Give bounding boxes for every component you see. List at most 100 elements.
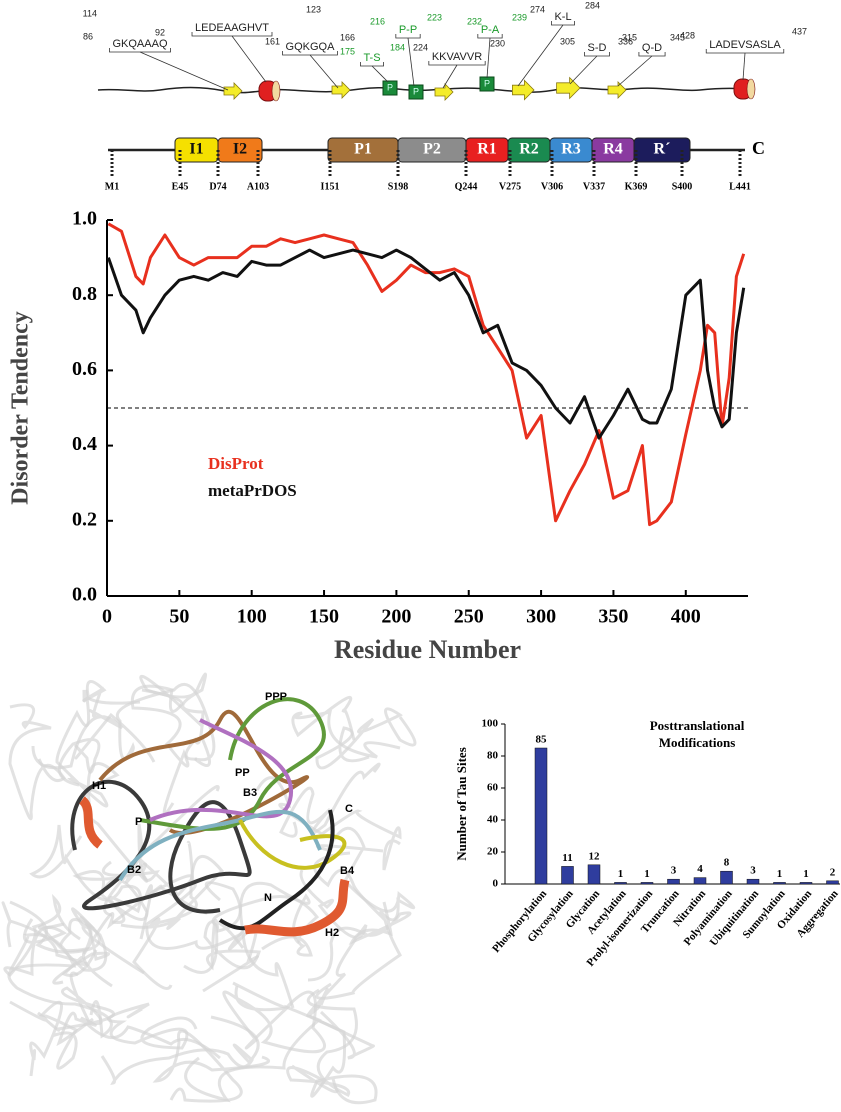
series-line	[106, 248, 746, 440]
motif-sequence: P-P	[399, 24, 417, 36]
residue-label: K369	[625, 181, 648, 192]
x-tick-label: 150	[309, 606, 339, 628]
motif-start: 161	[265, 36, 280, 46]
domain-label: P2	[423, 141, 441, 158]
value-label: 1	[644, 868, 650, 880]
strand-arrow	[434, 83, 454, 101]
motif-pointer	[371, 65, 389, 83]
ensemble-trace	[313, 851, 402, 1000]
residue-label: A103	[247, 181, 269, 192]
phospho-label: P	[387, 82, 393, 92]
motif-end: 230	[490, 38, 505, 48]
ensemble-trace	[299, 869, 368, 1018]
y-tick-label: 0	[493, 878, 499, 890]
structure-trace	[139, 697, 326, 831]
value-label: 12	[589, 850, 601, 862]
domain-label: R1	[477, 141, 497, 158]
ensemble-trace	[3, 893, 81, 978]
motif-sequence: S-D	[588, 42, 607, 54]
y-tick-label: 0.6	[72, 358, 97, 380]
x-tick-label: 400	[671, 606, 701, 628]
value-label: 11	[562, 852, 572, 864]
value-label: 3	[750, 865, 756, 877]
y-tick-label: 0.8	[72, 283, 97, 305]
strand-arrow	[607, 81, 627, 99]
value-label: 1	[777, 868, 783, 880]
x-axis-title: Residue Number	[334, 635, 521, 664]
motif-sequence: LEDEAAGHVT	[195, 22, 269, 34]
ensemble-trace	[100, 1015, 260, 1085]
x-tick-label: 200	[381, 606, 411, 628]
bar	[640, 882, 654, 885]
structure-trace	[149, 718, 294, 822]
chart-title: Modifications	[659, 735, 736, 750]
helix-h2	[244, 878, 350, 937]
structure-label: H2	[325, 927, 339, 939]
bar	[667, 878, 680, 885]
x-tick-label: 300	[526, 606, 556, 628]
motif-pointer	[517, 24, 564, 87]
y-tick-label: 0.0	[72, 584, 97, 606]
y-tick-label: 1.0	[72, 208, 97, 230]
structure-label: P	[135, 816, 142, 828]
domain-label: R3	[561, 141, 581, 158]
phospho-label: P	[413, 86, 419, 96]
motif-start: 175	[340, 46, 355, 56]
structure-label: PP	[235, 767, 250, 779]
motif-end: 123	[306, 4, 321, 14]
motif-end: 284	[585, 0, 600, 10]
ensemble-trace	[291, 695, 401, 759]
ensemble-trace	[29, 824, 142, 914]
value-label: 4	[697, 863, 703, 875]
motif-pointer	[569, 55, 598, 85]
motif-pointer	[139, 51, 229, 91]
motif-pointer	[742, 52, 746, 81]
domain	[633, 137, 691, 163]
residue-label: I151	[321, 181, 340, 192]
y-tick-label: 80	[487, 750, 499, 762]
motif-pointer	[231, 35, 267, 83]
domain-label: I2	[233, 141, 247, 158]
residue-label: V306	[541, 181, 563, 192]
motif-start: 114	[83, 8, 97, 18]
value-label: 2	[830, 866, 836, 878]
motif-end: 223	[427, 12, 442, 22]
motif-start: 305	[560, 36, 575, 46]
y-axis-title: Number of Tau Sites	[454, 747, 469, 861]
strand-arrow	[556, 76, 581, 100]
y-axis-title: Disorder Tendency	[8, 311, 34, 505]
structure-label: H1	[92, 780, 106, 792]
motif-end: 184	[390, 42, 405, 52]
residue-label: V337	[583, 181, 605, 192]
ensemble-trace	[9, 900, 110, 985]
motif-start: 274	[530, 4, 545, 14]
residue-label: L441	[729, 181, 751, 192]
structure-trace	[118, 809, 322, 882]
ensemble-trace	[130, 684, 190, 816]
bar	[587, 864, 601, 885]
structure-label: PPP	[265, 691, 287, 703]
x-tick-label: 0	[102, 606, 112, 628]
structure-label: B3	[243, 787, 257, 799]
strand-arrow	[223, 82, 243, 100]
schematic: P P P GKQAAAQ 86 92 LEDEAAGHVT 114 123 GQKGQA 161 1…	[83, 0, 807, 192]
structure-trace	[218, 809, 335, 931]
x-tick-label: 350	[598, 606, 628, 628]
motif-end: 437	[792, 26, 807, 36]
value-label: 85	[536, 734, 548, 746]
ensemble-trace	[55, 689, 141, 808]
x-tick-label: 100	[237, 606, 267, 628]
ensemble-trace	[7, 933, 113, 1039]
motif-start: 336	[618, 36, 633, 46]
motif-end: 315	[622, 32, 637, 42]
y-tick-label: 40	[487, 814, 499, 826]
legend-entry: metaPrDOS	[208, 481, 297, 500]
y-tick-label: 60	[487, 782, 499, 794]
domain-label: I1	[189, 141, 203, 158]
helix-end	[271, 80, 281, 102]
motif-sequence: KKVAVVR	[432, 51, 482, 63]
motif-pointer	[309, 54, 339, 89]
motif-sequence: GKQAAAQ	[112, 38, 167, 50]
